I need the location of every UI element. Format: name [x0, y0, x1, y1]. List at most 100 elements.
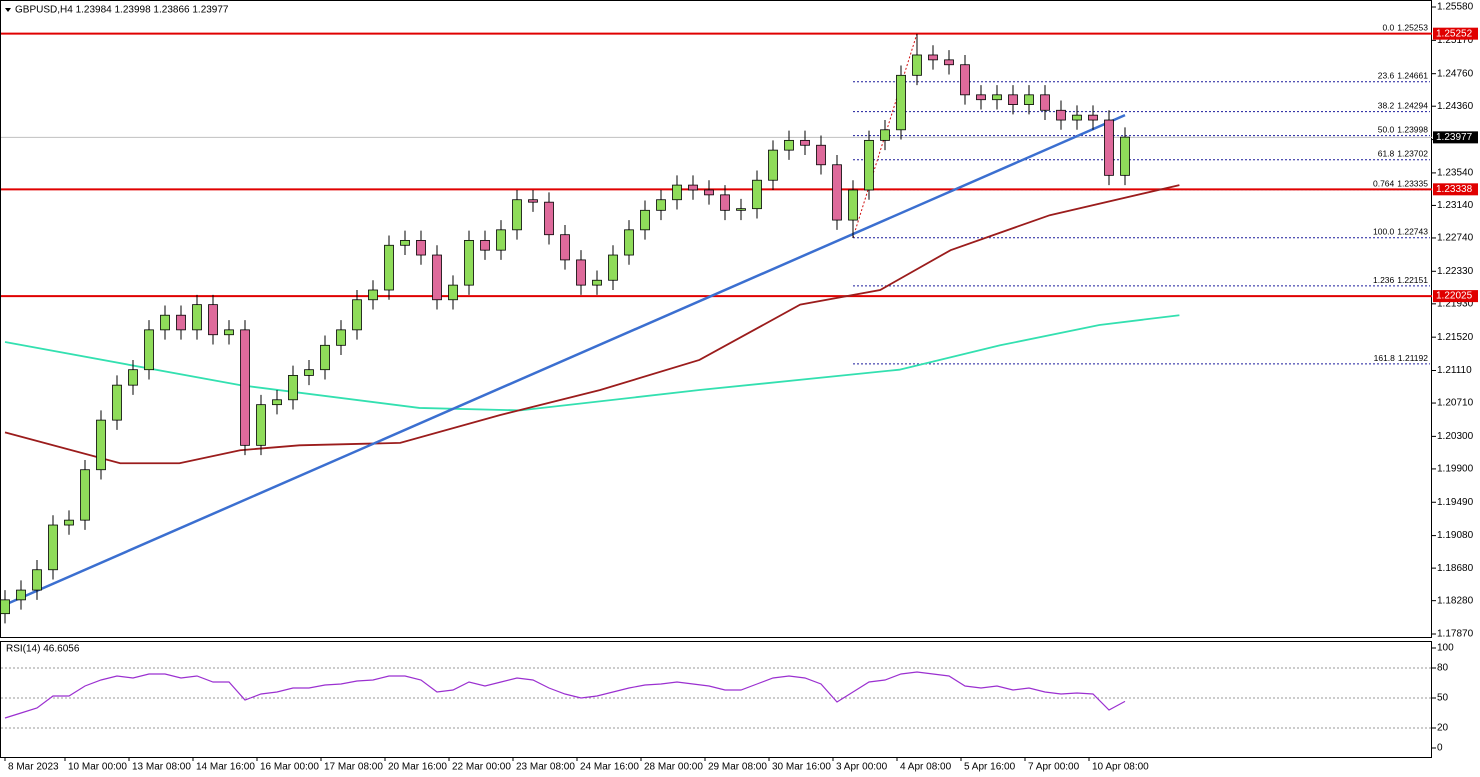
- y-tick-label: 1.17870: [1437, 629, 1474, 640]
- x-tick-label: 16 Mar 00:00: [260, 762, 319, 773]
- header: GBPUSD,H4 1.23984 1.23998 1.23866 1.2397…: [15, 5, 229, 16]
- candle-body: [832, 164, 842, 221]
- level-label-box: [1433, 183, 1478, 196]
- x-tick-label: 5 Apr 16:00: [964, 762, 1016, 773]
- indicator-line: [4, 184, 1180, 465]
- level-label: 1.23338: [1436, 184, 1473, 195]
- y-tick-label: 1.20300: [1437, 431, 1474, 442]
- candle-body: [992, 94, 1002, 101]
- y-tick-label: 1.21110: [1437, 365, 1472, 376]
- candle-body: [592, 279, 602, 286]
- level-label-box: [1433, 290, 1478, 303]
- candle-body: [192, 304, 202, 331]
- candle-body: [736, 208, 746, 211]
- y-tick-label: 100: [1437, 643, 1454, 654]
- y-tick-label: 1.25580: [1437, 2, 1474, 13]
- x-tick-label: 8 Mar 2023: [8, 762, 59, 773]
- menu-icon[interactable]: [5, 8, 11, 12]
- x-tick-label: 20 Mar 16:00: [388, 762, 447, 773]
- fib-label: 0.764 1.23335: [1373, 179, 1428, 189]
- candle-body: [528, 199, 538, 203]
- x-tick-label: 28 Mar 00:00: [644, 762, 703, 773]
- x-tick-label: 29 Mar 08:00: [708, 762, 767, 773]
- candle-body: [16, 589, 26, 601]
- y-tick-label: 1.19900: [1437, 464, 1474, 475]
- candle-body: [576, 259, 586, 286]
- y-tick-label: 1.20710: [1437, 398, 1474, 409]
- y-tick-label: 1.24360: [1437, 101, 1474, 112]
- candle-body: [928, 54, 938, 61]
- candle-body: [304, 369, 314, 376]
- x-tick-label: 24 Mar 16:00: [580, 762, 639, 773]
- fib-value: 1.23335: [1397, 179, 1428, 189]
- fib-name: 23.6: [1378, 71, 1395, 81]
- candle-body: [48, 524, 58, 571]
- candle-body: [448, 284, 458, 301]
- fib-value: 1.24294: [1397, 101, 1428, 111]
- candle-body: [672, 184, 682, 201]
- candle-body: [400, 239, 410, 246]
- candle-body: [432, 254, 442, 301]
- x-tick-label: 10 Mar 00:00: [68, 762, 127, 773]
- fib-label: 0.0 1.25253: [1382, 23, 1428, 33]
- y-tick-label: 1.23540: [1437, 168, 1474, 179]
- candle-body: [880, 129, 890, 141]
- candle-body: [560, 234, 570, 261]
- fib-name: 0.0: [1382, 23, 1394, 33]
- fib-label: 161.8 1.21192: [1374, 353, 1429, 363]
- last-price-label: 1.23977: [1436, 132, 1473, 143]
- candle-body: [1040, 94, 1050, 111]
- fib-name: 61.8: [1378, 149, 1395, 159]
- y-tick-label: 1.21930: [1437, 298, 1474, 309]
- x-tick-label: 13 Mar 08:00: [132, 762, 191, 773]
- fib-label: 61.8 1.23702: [1378, 149, 1429, 159]
- x-tick-label: 7 Apr 00:00: [1028, 762, 1080, 773]
- main-frame: [0, 0, 1432, 638]
- candle-body: [656, 199, 666, 211]
- y-tick-label: 1.18680: [1437, 563, 1474, 574]
- candle-body: [896, 74, 906, 131]
- y-tick-label: 1.22330: [1437, 266, 1474, 277]
- level-label: 1.25252: [1436, 28, 1473, 39]
- candle-body: [800, 139, 810, 146]
- candle-body: [976, 94, 986, 101]
- candle-body: [752, 179, 762, 210]
- candle-body: [688, 184, 698, 191]
- candle-body: [336, 329, 346, 346]
- fib-label: 100.0 1.22743: [1373, 227, 1428, 237]
- candle-body: [784, 139, 794, 151]
- fib-value: 1.23998: [1397, 125, 1428, 135]
- candle-body: [720, 194, 730, 211]
- y-tick-label: 20: [1437, 723, 1449, 734]
- rsi-frame: [0, 641, 1432, 758]
- candle-body: [608, 254, 618, 281]
- x-tick-label: 4 Apr 08:00: [900, 762, 952, 773]
- candle-body: [240, 329, 250, 446]
- candle-body: [1008, 94, 1018, 105]
- x-tick-label: 3 Apr 00:00: [836, 762, 888, 773]
- x-tick-label: 23 Mar 08:00: [516, 762, 575, 773]
- y-tick-label: 1.19080: [1437, 530, 1474, 541]
- x-tick-label: 17 Mar 08:00: [324, 762, 383, 773]
- fib-label: 50.0 1.23998: [1378, 125, 1429, 135]
- candle-body: [144, 329, 154, 371]
- x-tick-label: 10 Apr 08:00: [1092, 762, 1149, 773]
- candle-body: [1024, 94, 1034, 105]
- fib-label: 38.2 1.24294: [1378, 101, 1429, 111]
- fib-value: 1.23702: [1397, 149, 1428, 159]
- fib-name: 0.764: [1373, 179, 1395, 189]
- candle-body: [496, 229, 506, 251]
- candle-body: [1088, 114, 1098, 121]
- candle-body: [1056, 109, 1066, 121]
- y-tick-label: 80: [1437, 663, 1449, 674]
- candle-body: [320, 344, 330, 371]
- candle-body: [544, 201, 554, 236]
- candle-body: [864, 139, 874, 191]
- candle-body: [272, 399, 282, 406]
- candle-body: [96, 419, 106, 471]
- candle-body: [1072, 114, 1082, 121]
- candle-body: [480, 239, 490, 251]
- candle-body: [768, 149, 778, 181]
- candle-body: [416, 239, 426, 256]
- candle-body: [128, 369, 138, 386]
